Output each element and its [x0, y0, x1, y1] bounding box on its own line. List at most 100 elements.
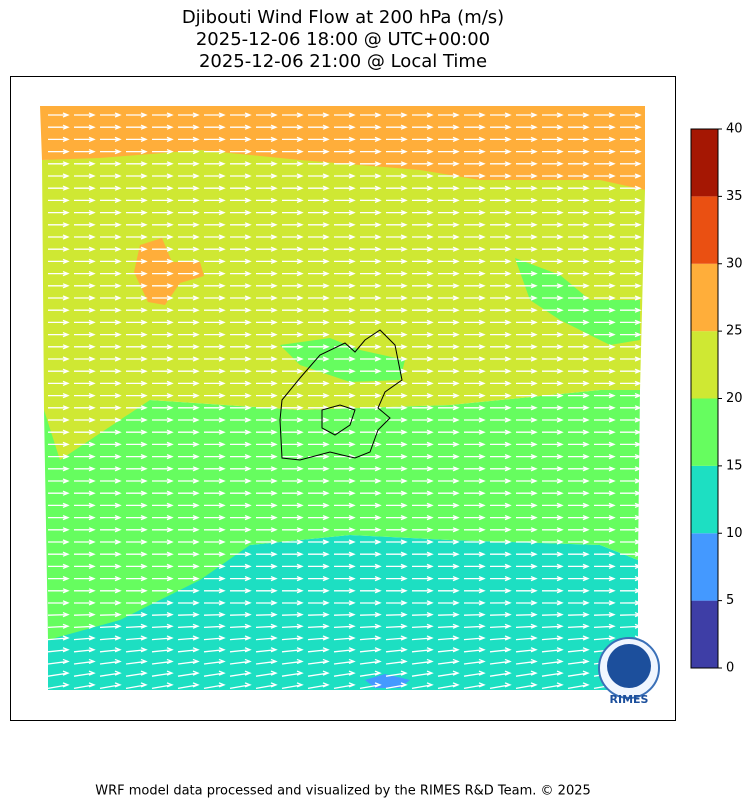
wind-arrow	[100, 185, 122, 191]
wind-arrow	[464, 319, 486, 326]
wind-arrow	[204, 161, 226, 167]
wind-arrow	[282, 161, 304, 167]
wind-arrow	[178, 563, 200, 570]
wind-arrow	[74, 575, 96, 582]
colorbar-band	[691, 331, 718, 399]
wind-arrow	[594, 307, 616, 313]
wind-arrow	[256, 380, 278, 387]
wind-arrow	[48, 270, 70, 277]
wind-arrow	[230, 246, 252, 252]
wind-arrow	[281, 670, 304, 677]
wind-arrow	[47, 658, 70, 665]
wind-arrow	[308, 575, 330, 582]
wind-arrow	[204, 258, 226, 265]
wind-arrow	[282, 380, 304, 387]
wind-arrow	[463, 682, 486, 690]
wind-arrow	[230, 563, 252, 570]
wind-arrow	[73, 658, 96, 665]
wind-arrow	[516, 136, 538, 143]
wind-arrow	[203, 635, 226, 641]
wind-arrow	[282, 539, 304, 545]
wind-arrow	[204, 453, 226, 460]
wind-arrow	[438, 234, 460, 240]
wind-arrow	[178, 246, 200, 252]
wind-arrow	[256, 112, 278, 118]
wind-arrow	[620, 453, 642, 460]
wind-arrow	[178, 197, 200, 204]
wind-arrow	[48, 222, 70, 228]
colorbar-band	[691, 465, 718, 534]
wind-arrow	[542, 185, 564, 191]
wind-arrow	[256, 453, 278, 460]
wind-arrow	[178, 588, 200, 594]
wind-arrow	[412, 380, 434, 387]
wind-arrow	[438, 405, 460, 411]
wind-arrow	[412, 197, 434, 204]
wind-arrow	[333, 600, 356, 606]
wind-arrow	[48, 466, 70, 472]
wind-arrow	[620, 441, 642, 448]
wind-arrow	[48, 588, 70, 594]
wind-arrow	[178, 453, 200, 460]
wind-arrow	[359, 658, 382, 665]
wind-arrow	[74, 392, 96, 399]
wind-arrow	[74, 319, 96, 326]
wind-arrow	[282, 136, 304, 143]
wind-arrow	[438, 514, 460, 521]
wind-arrow	[490, 331, 512, 338]
wind-arrow	[230, 429, 252, 435]
wind-arrow	[516, 307, 538, 313]
wind-arrow	[152, 246, 174, 252]
wind-arrow	[255, 635, 278, 641]
wind-arrow	[178, 295, 200, 301]
wind-arrow	[47, 647, 70, 653]
wind-arrow	[568, 380, 590, 387]
wind-arrow	[438, 331, 460, 338]
wind-arrow	[307, 658, 330, 665]
wind-arrow	[230, 283, 252, 289]
wind-arrow	[334, 490, 356, 496]
wind-arrow	[74, 161, 96, 167]
wind-arrow	[516, 368, 538, 374]
wind-arrow	[204, 405, 226, 411]
wind-arrow	[464, 441, 486, 448]
wind-arrow	[74, 209, 96, 216]
wind-arrow	[516, 405, 538, 411]
wind-arrow	[516, 356, 538, 362]
wind-arrow	[360, 124, 382, 130]
wind-arrow	[152, 588, 174, 594]
wind-arrow	[152, 502, 174, 509]
wind-arrow	[620, 173, 642, 179]
wind-arrow	[438, 563, 460, 570]
wind-arrow	[74, 588, 96, 594]
wind-arrow	[100, 270, 122, 277]
wind-arrow	[437, 658, 460, 665]
wind-arrow	[333, 611, 356, 618]
wind-arrow	[412, 283, 434, 289]
wind-arrow	[100, 563, 122, 570]
wind-arrow	[152, 466, 174, 472]
wind-arrow	[230, 258, 252, 265]
wind-arrow	[126, 380, 148, 387]
wind-arrow	[334, 283, 356, 289]
wind-arrow	[360, 173, 382, 179]
wind-arrow	[463, 623, 486, 629]
wind-arrow	[594, 295, 616, 301]
wind-arrow	[100, 112, 122, 118]
wind-arrow	[516, 539, 538, 545]
wind-arrow	[178, 112, 200, 118]
wind-arrow	[542, 563, 564, 570]
wind-arrow	[203, 658, 226, 665]
wind-arrow	[204, 283, 226, 289]
wind-arrow	[48, 246, 70, 252]
wind-arrow	[594, 136, 616, 143]
wind-arrow	[359, 611, 382, 618]
wind-arrow	[152, 185, 174, 191]
wind-arrow	[308, 527, 330, 533]
wind-arrow	[282, 356, 304, 362]
wind-arrow	[256, 307, 278, 313]
wind-arrow	[438, 453, 460, 460]
wind-arrow	[438, 307, 460, 313]
wind-arrow	[177, 647, 200, 653]
wind-arrow	[386, 124, 408, 130]
